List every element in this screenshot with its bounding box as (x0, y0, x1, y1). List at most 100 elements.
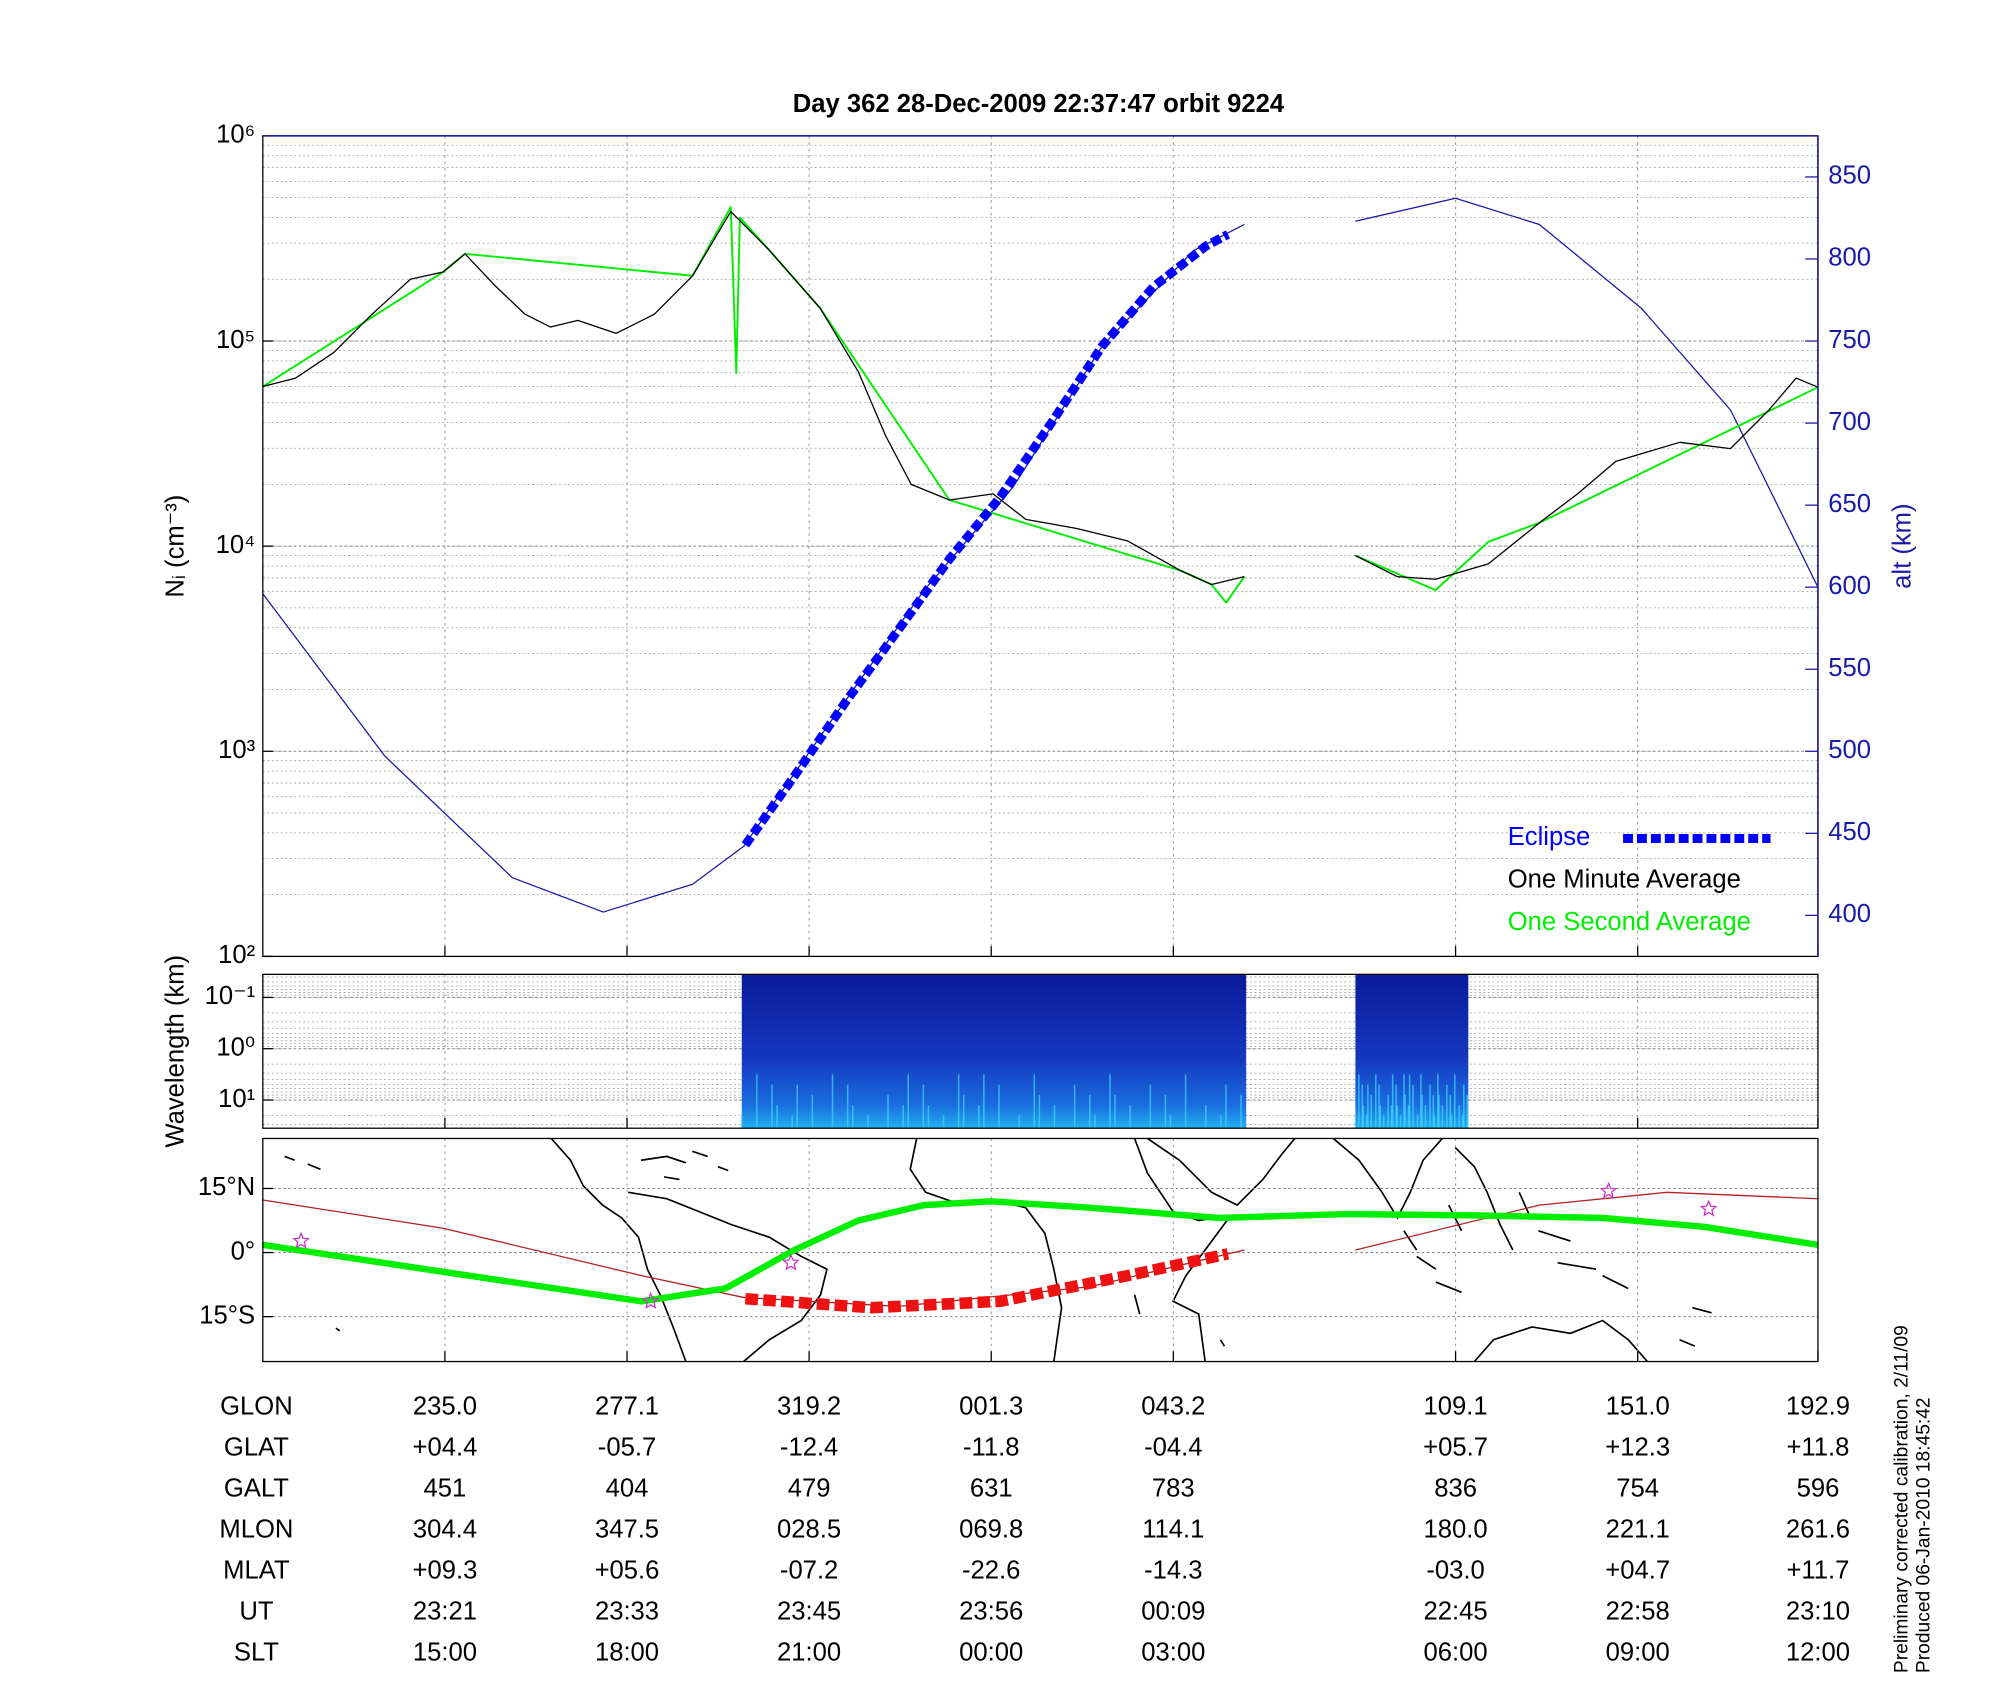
table-cell: 631 (970, 1475, 1013, 1503)
table-cell: 22:45 (1424, 1598, 1488, 1626)
table-cell: +11.8 (1786, 1433, 1849, 1461)
footnote: Produced 06-Jan-2010 18:45:42 (1913, 1397, 1934, 1673)
table-cell: 192.9 (1786, 1392, 1850, 1420)
y2-tick-label: 650 (1828, 490, 1871, 518)
table-cell: +05.7 (1423, 1433, 1488, 1461)
table-cell: 261.6 (1786, 1516, 1850, 1544)
coastline (628, 1191, 828, 1362)
table-cell: -12.4 (780, 1433, 838, 1461)
table-cell: 235.0 (413, 1392, 477, 1420)
y-tick-label: 10⁻¹ (205, 982, 256, 1010)
y-axis-label: Nᵢ (cm⁻³) (162, 495, 190, 598)
y-tick-label: 0° (231, 1237, 256, 1265)
table-cell: 783 (1152, 1475, 1195, 1503)
row-label: GALT (224, 1475, 289, 1503)
y-tick-label: 10⁵ (216, 326, 255, 354)
star-marker (641, 1291, 660, 1309)
table-cell: -07.2 (780, 1557, 838, 1585)
legend-label: Eclipse (1508, 823, 1591, 851)
table-cell: -22.6 (962, 1557, 1020, 1585)
plot-frame (262, 1137, 1819, 1363)
table-cell: -14.3 (1144, 1557, 1202, 1585)
y-tick-label: 15°N (198, 1173, 255, 1201)
table-cell: 277.1 (595, 1392, 659, 1420)
table-cell: 06:00 (1424, 1639, 1488, 1667)
table-cell: 347.5 (595, 1516, 659, 1544)
y2-tick-label: 750 (1828, 326, 1871, 354)
table-cell: 22:58 (1606, 1598, 1670, 1626)
table-cell: 754 (1616, 1475, 1659, 1503)
coastline (1447, 1146, 1629, 1290)
y2-tick-label: 600 (1828, 572, 1871, 600)
y2-tick-label: 800 (1828, 244, 1871, 272)
y-tick-label: 10¹ (218, 1085, 255, 1113)
table-cell: 451 (424, 1475, 467, 1503)
table-cell: 18:00 (595, 1639, 659, 1667)
y2-tick-label: 500 (1828, 736, 1871, 764)
table-cell: +05.6 (595, 1557, 660, 1585)
row-label: UT (239, 1598, 274, 1626)
coastline (550, 1138, 687, 1362)
row-label: GLAT (224, 1433, 289, 1461)
table-cell: 00:00 (959, 1639, 1023, 1667)
y-tick-label: 10⁶ (216, 121, 255, 149)
y-tick-label: 10³ (218, 736, 256, 764)
table-cell: +04.4 (412, 1433, 477, 1461)
table-cell: -05.7 (598, 1433, 656, 1461)
table-cell: 21:00 (777, 1639, 841, 1667)
table-cell: +12.3 (1605, 1433, 1670, 1461)
y2-tick-label: 700 (1828, 408, 1871, 436)
table-cell: 479 (788, 1475, 831, 1503)
y-axis-label: Wavelength (km) (162, 955, 190, 1148)
table-cell: 001.3 (959, 1392, 1023, 1420)
series-line (744, 1248, 1230, 1314)
table-cell: 23:10 (1786, 1598, 1850, 1626)
table-cell: 23:33 (595, 1598, 659, 1626)
table-cell: -04.4 (1144, 1433, 1202, 1461)
table-cell: 180.0 (1424, 1516, 1488, 1544)
table-cell: 596 (1797, 1475, 1840, 1503)
table-cell: 03:00 (1141, 1639, 1205, 1667)
table-cell: +04.7 (1605, 1557, 1670, 1585)
table-cell: 043.2 (1141, 1392, 1205, 1420)
star-marker (292, 1231, 310, 1249)
series-line (262, 1198, 1819, 1305)
coastline (1146, 1138, 1296, 1207)
coastline (284, 1155, 341, 1332)
legend-label: One Minute Average (1508, 866, 1741, 894)
y2-tick-label: 450 (1828, 818, 1871, 846)
table-cell: 00:09 (1141, 1598, 1205, 1626)
table-cell: 114.1 (1142, 1516, 1204, 1544)
table-cell: 109.1 (1424, 1392, 1488, 1420)
coastline (1133, 1138, 1233, 1362)
table-cell: 404 (606, 1475, 649, 1503)
footnote: Preliminary corrected calibration, 2/11/… (1892, 1325, 1913, 1673)
y-tick-label: 10⁰ (216, 1033, 255, 1061)
table-cell: 319.2 (777, 1392, 841, 1420)
y2-tick-label: 550 (1828, 654, 1871, 682)
table-cell: -11.8 (963, 1433, 1020, 1461)
table-cell: 23:45 (777, 1598, 841, 1626)
table-cell: 221.1 (1606, 1516, 1670, 1544)
spectrogram-block (1355, 974, 1469, 1129)
table-cell: 15:00 (413, 1639, 477, 1667)
row-label: MLAT (223, 1557, 290, 1585)
table-cell: 23:21 (413, 1598, 477, 1626)
star-marker (782, 1253, 800, 1271)
y2-axis-label: alt (km) (1889, 503, 1917, 588)
plot-frame (262, 973, 1819, 1129)
y2-tick-label: 850 (1828, 162, 1871, 190)
table-cell: +09.3 (412, 1557, 477, 1585)
star-marker (1699, 1199, 1718, 1217)
series-line (262, 210, 1819, 586)
table-cell: 12:00 (1786, 1639, 1850, 1667)
series-line (741, 230, 1231, 848)
table-cell: 23:56 (959, 1598, 1023, 1626)
table-cell: 069.8 (959, 1516, 1023, 1544)
coastline (1133, 1230, 1462, 1347)
table-cell: -03.0 (1426, 1557, 1484, 1585)
row-label: GLON (220, 1392, 293, 1420)
table-cell: 836 (1434, 1475, 1477, 1503)
